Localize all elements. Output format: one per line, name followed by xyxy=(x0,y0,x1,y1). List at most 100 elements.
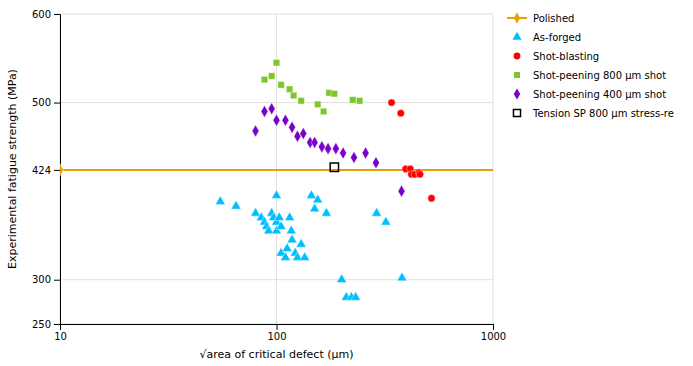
point xyxy=(321,208,331,217)
series xyxy=(252,103,405,197)
grid-line-y xyxy=(60,102,493,103)
point xyxy=(331,90,337,96)
point xyxy=(298,98,304,104)
point xyxy=(314,101,320,107)
series xyxy=(261,59,363,114)
legend-label: Shot-blasting xyxy=(533,51,599,62)
legend-item: Shot-blasting xyxy=(514,51,600,62)
series xyxy=(388,99,435,202)
legend-symbol xyxy=(512,32,521,40)
grid-line-y xyxy=(60,169,493,170)
point xyxy=(282,243,292,252)
y-tick-label: 424 xyxy=(32,165,51,176)
x-axis: 10 100 1000 xyxy=(54,324,506,342)
point xyxy=(273,114,280,126)
point xyxy=(397,272,407,281)
point xyxy=(397,110,404,117)
point xyxy=(416,171,423,178)
point xyxy=(351,151,358,163)
y-axis-line xyxy=(54,15,61,325)
point xyxy=(337,274,347,283)
y-tick: 500 xyxy=(32,97,60,108)
y-tick-mark xyxy=(54,103,60,104)
legend: Polished As-forged Shot-blasting Shot-peeni… xyxy=(507,12,674,118)
legend-item: As-forged xyxy=(512,32,581,43)
point xyxy=(281,252,291,261)
point xyxy=(325,143,332,155)
y-tick-label: 250 xyxy=(32,319,51,330)
x-tick: 1000 xyxy=(481,324,506,342)
y-tick-label: 500 xyxy=(32,97,51,108)
grid-line-y xyxy=(60,279,493,280)
legend-symbol xyxy=(514,72,520,78)
point xyxy=(290,92,296,98)
y-axis-title: Experimental fatigue strength (MPa) xyxy=(6,69,19,269)
x-tick-mark xyxy=(493,324,494,330)
point xyxy=(351,292,361,301)
legend-label: Polished xyxy=(533,13,574,24)
plot-area xyxy=(60,59,493,300)
y-tick-label: 600 xyxy=(32,9,51,20)
point xyxy=(231,201,241,210)
legend-label: Shot-peening 800 μm shot xyxy=(533,70,666,81)
point xyxy=(285,212,295,221)
legend-item: Shot-peening 400 μm shot xyxy=(514,88,666,99)
point xyxy=(274,212,284,221)
point xyxy=(289,121,296,133)
y-tick: 424 xyxy=(32,165,60,176)
point xyxy=(311,136,318,148)
point xyxy=(251,208,261,217)
series xyxy=(215,190,407,300)
y-tick-mark xyxy=(54,170,60,171)
point xyxy=(215,196,225,205)
legend-label: Tension SP 800 μm stress-re xyxy=(532,108,674,119)
y-tick-label: 300 xyxy=(32,274,51,285)
point xyxy=(318,141,325,153)
point xyxy=(356,98,362,104)
point xyxy=(381,216,391,225)
point xyxy=(286,86,292,92)
point xyxy=(300,128,307,140)
point xyxy=(261,105,268,117)
point xyxy=(282,114,289,126)
legend-item: Tension SP 800 μm stress-re xyxy=(513,108,673,119)
point xyxy=(252,125,259,137)
point xyxy=(268,73,274,79)
y-tick-mark xyxy=(54,324,60,325)
point xyxy=(372,208,382,217)
y-axis: 250 300 424 500 600 xyxy=(32,9,61,330)
x-tick: 10 xyxy=(54,324,67,342)
legend-label: As-forged xyxy=(533,32,581,43)
y-tick-mark xyxy=(54,280,60,281)
y-tick: 600 xyxy=(32,9,60,20)
y-tick: 300 xyxy=(32,274,60,285)
point xyxy=(268,103,275,115)
point xyxy=(307,190,317,199)
legend-symbol xyxy=(514,12,520,23)
x-tick: 100 xyxy=(267,324,286,342)
point xyxy=(428,195,435,202)
point xyxy=(320,108,326,114)
legend-symbol xyxy=(514,88,520,99)
point xyxy=(388,99,395,106)
point xyxy=(313,194,323,203)
x-axis-line xyxy=(61,325,494,331)
legend-symbol xyxy=(514,53,521,60)
point xyxy=(310,203,320,212)
legend-label: Shot-peening 400 μm shot xyxy=(533,89,666,100)
y-tick: 250 xyxy=(32,319,60,330)
reference-line xyxy=(60,169,493,171)
legend-item: Polished xyxy=(507,12,574,23)
x-tick-label: 100 xyxy=(267,331,286,342)
point xyxy=(286,225,296,234)
point xyxy=(272,190,282,199)
point xyxy=(350,97,356,103)
x-tick-label: 1000 xyxy=(481,331,506,342)
point xyxy=(372,157,379,169)
point xyxy=(287,234,297,243)
chart: 101001000250300424500600√area of critica… xyxy=(0,0,693,366)
point xyxy=(278,82,284,88)
series xyxy=(330,163,338,171)
point xyxy=(362,147,369,159)
point xyxy=(332,143,339,155)
